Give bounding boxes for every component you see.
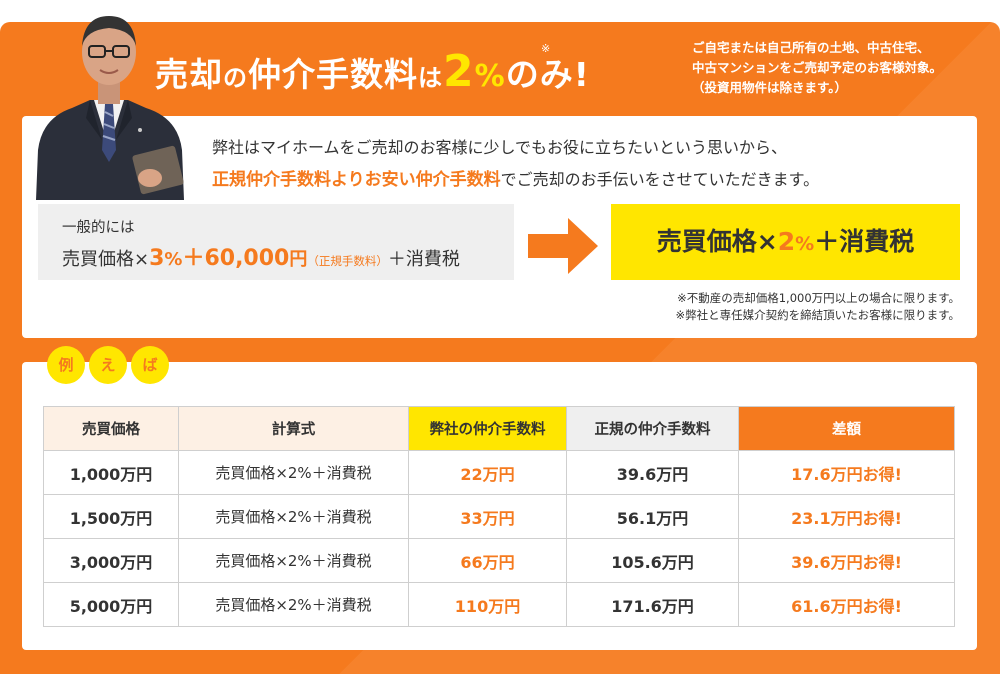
cell-regular-fee: 171.6万円 bbox=[566, 582, 739, 627]
title-part-fee: 仲介手数料 bbox=[248, 55, 418, 94]
table-row: 3,000万円 売買価格×2%＋消費税 66万円 105.6万円 39.6万円お… bbox=[43, 538, 955, 583]
example-bubble: 例 bbox=[47, 346, 85, 384]
title-part-only: のみ! bbox=[505, 55, 590, 94]
cell-difference: 17.6万円お得! bbox=[738, 450, 955, 495]
hero-note: ご自宅または自己所有の土地、中古住宅、 中古マンションをご売却予定のお客様対象。… bbox=[692, 38, 992, 98]
header-formula: 計算式 bbox=[178, 406, 409, 451]
title-percent: 2 bbox=[443, 46, 475, 97]
cell-difference: 23.1万円お得! bbox=[738, 494, 955, 539]
hero-note-line: ご自宅または自己所有の土地、中古住宅、 bbox=[692, 40, 930, 55]
general-fee-box bbox=[38, 204, 514, 280]
footnote-line: ※不動産の売却価格1,000万円以上の場合に限ります。 bbox=[677, 291, 960, 305]
our-rate-unit: % bbox=[795, 233, 815, 255]
cell-our-fee: 66万円 bbox=[408, 538, 567, 583]
general-rate: 3 bbox=[149, 246, 165, 271]
hero-title: 売却の仲介手数料は2%のみ! bbox=[155, 46, 590, 97]
hero-note-line: （投資用物件は除きます。） bbox=[692, 80, 848, 95]
cell-formula: 売買価格×2%＋消費税 bbox=[178, 450, 409, 495]
general-formula: 売買価格×3%＋60,000円（正規手数料）＋消費税 bbox=[62, 240, 460, 272]
general-rate-unit: % bbox=[164, 249, 183, 270]
example-bubble: え bbox=[89, 346, 127, 384]
fee-comparison-table: 売買価格 計算式 弊社の仲介手数料 正規の仲介手数料 差額 1,000万円 売買… bbox=[43, 406, 955, 627]
cell-price: 1,500万円 bbox=[43, 494, 179, 539]
general-fee-note: （正規手数料） bbox=[307, 254, 388, 268]
cell-our-fee: 110万円 bbox=[408, 582, 567, 627]
title-part-no: の bbox=[223, 64, 248, 92]
intro-highlight: 正規仲介手数料よりお安い仲介手数料 bbox=[212, 170, 501, 190]
cell-formula: 売買価格×2%＋消費税 bbox=[178, 494, 409, 539]
general-formula-price: 売買価格× bbox=[62, 249, 150, 270]
general-fee-unit: 円 bbox=[289, 249, 308, 270]
general-label: 一般的には bbox=[62, 220, 135, 236]
cell-price: 5,000万円 bbox=[43, 582, 179, 627]
header-our-fee: 弊社の仲介手数料 bbox=[408, 406, 567, 451]
cell-formula: 売買価格×2%＋消費税 bbox=[178, 582, 409, 627]
general-plus-fee: ＋60,000 bbox=[182, 246, 290, 271]
table-row: 1,000万円 売買価格×2%＋消費税 22万円 39.6万円 17.6万円お得… bbox=[43, 450, 955, 495]
cell-formula: 売買価格×2%＋消費税 bbox=[178, 538, 409, 583]
title-percent-unit: % bbox=[474, 59, 506, 94]
our-rate: 2 bbox=[777, 227, 796, 256]
title-part-sale: 売却 bbox=[155, 55, 223, 94]
general-tax: ＋消費税 bbox=[387, 249, 460, 270]
cell-our-fee: 22万円 bbox=[408, 450, 567, 495]
intro-line: 弊社はマイホームをご売却のお客様に少しでもお役に立ちたいという思いから、 bbox=[212, 138, 788, 157]
businessman-photo bbox=[36, 16, 184, 200]
cell-difference: 61.6万円お得! bbox=[738, 582, 955, 627]
intro-line-rest: でご売却のお手伝いをさせていただきます。 bbox=[500, 170, 820, 189]
cell-difference: 39.6万円お得! bbox=[738, 538, 955, 583]
footnotes: ※不動産の売却価格1,000万円以上の場合に限ります。 ※弊社と専任媒介契約を締… bbox=[600, 290, 960, 324]
our-fee-formula: 売買価格×2%＋消費税 bbox=[611, 222, 960, 258]
table-row: 1,500万円 売買価格×2%＋消費税 33万円 56.1万円 23.1万円お得… bbox=[43, 494, 955, 539]
cell-regular-fee: 39.6万円 bbox=[566, 450, 739, 495]
note-mark: ※ bbox=[541, 42, 552, 55]
header-price: 売買価格 bbox=[43, 406, 179, 451]
example-bubble: ば bbox=[131, 346, 169, 384]
arrow-right-icon bbox=[528, 218, 598, 274]
cell-regular-fee: 56.1万円 bbox=[566, 494, 739, 539]
cell-our-fee: 33万円 bbox=[408, 494, 567, 539]
cell-regular-fee: 105.6万円 bbox=[566, 538, 739, 583]
cell-price: 3,000万円 bbox=[43, 538, 179, 583]
header-regular-fee: 正規の仲介手数料 bbox=[566, 406, 739, 451]
our-formula-price: 売買価格× bbox=[656, 227, 778, 256]
table-header-row: 売買価格 計算式 弊社の仲介手数料 正規の仲介手数料 差額 bbox=[43, 406, 955, 451]
cell-price: 1,000万円 bbox=[43, 450, 179, 495]
footnote-line: ※弊社と専任媒介契約を締結頂いたお客様に限ります。 bbox=[675, 308, 960, 322]
intro-line-2: 正規仲介手数料よりお安い仲介手数料でご売却のお手伝いをさせていただきます。 bbox=[212, 164, 819, 196]
header-difference: 差額 bbox=[738, 406, 955, 451]
table-row: 5,000万円 売買価格×2%＋消費税 110万円 171.6万円 61.6万円… bbox=[43, 582, 955, 627]
our-fee-box bbox=[611, 204, 960, 280]
title-part-wa: は bbox=[418, 64, 443, 92]
intro-text: 弊社はマイホームをご売却のお客様に少しでもお役に立ちたいという思いから、 正規仲… bbox=[212, 132, 819, 196]
hero-note-line: 中古マンションをご売却予定のお客様対象。 bbox=[692, 60, 943, 75]
our-tax: ＋消費税 bbox=[814, 227, 915, 256]
